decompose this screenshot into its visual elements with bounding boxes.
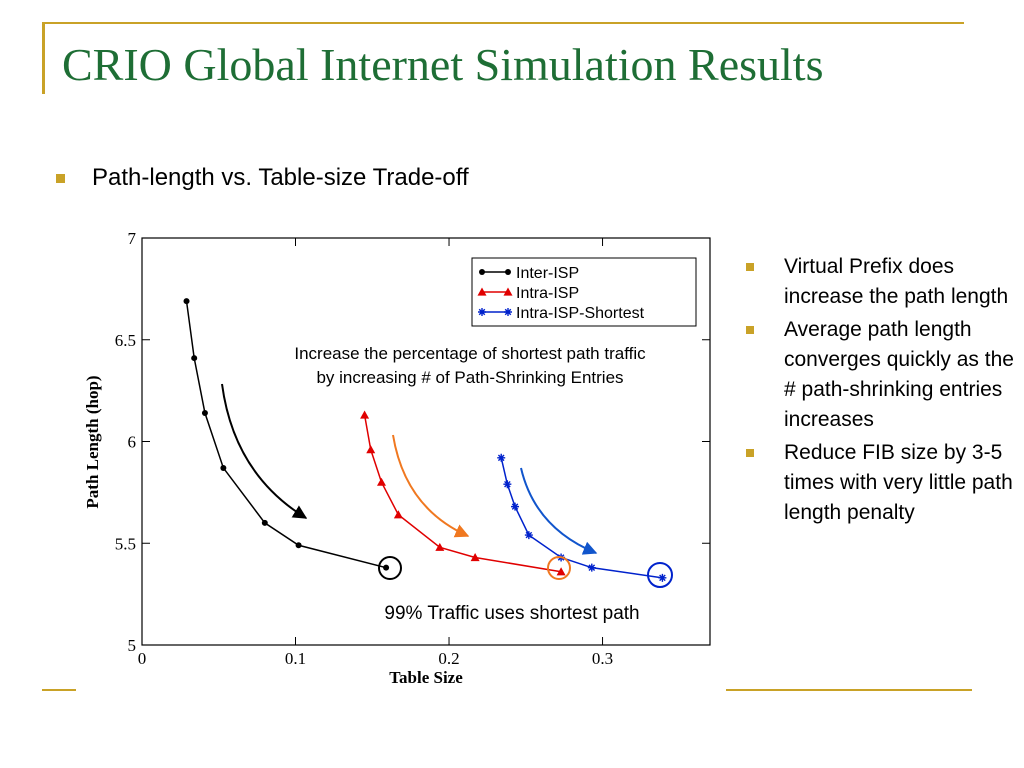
x-tick-label: 0.2 — [438, 649, 459, 668]
title-accent-vertical — [42, 22, 45, 94]
x-tick-label: 0 — [138, 649, 147, 668]
annotation-top-line2: by increasing # of Path-Shrinking Entrie… — [316, 368, 623, 387]
data-point-intra-isp-shortest — [497, 453, 506, 462]
y-tick-label: 6.5 — [115, 331, 136, 350]
data-point-intra-isp-shortest — [524, 531, 533, 540]
data-point-inter-isp — [191, 355, 198, 362]
chart-svg: 0 0.1 0.2 0.3 5 5.5 6 6.5 7 Table Size Path Leng… — [83, 229, 711, 687]
annotation-top-line1: Increase the percentage of shortest path… — [294, 344, 646, 363]
legend-label-intra-isp: Intra-ISP — [516, 285, 579, 302]
data-point-inter-isp — [183, 298, 190, 305]
series-line-inter-isp — [185, 300, 387, 569]
footer-line-right — [726, 689, 972, 691]
legend-marker-intra-isp-shortest — [504, 308, 512, 316]
side-bullet-text: Reduce FIB size by 3-5 times with very l… — [784, 441, 1013, 524]
title-accent-horizontal — [42, 22, 964, 24]
legend: Inter-ISP Intra-ISP Intra-ISP-Shortest — [471, 257, 697, 327]
main-bullet-marker — [56, 174, 65, 183]
y-tick-label: 6 — [128, 433, 137, 452]
side-bullet-text: Average path length converges quickly as… — [784, 318, 1014, 431]
trend-arrow-inter-isp — [221, 383, 308, 519]
trend-arrow-intra-isp — [392, 434, 470, 538]
data-point-intra-isp — [556, 567, 566, 576]
side-bullet-text: Virtual Prefix does increase the path le… — [784, 255, 1009, 308]
x-tick-label: 0.1 — [285, 649, 306, 668]
data-point-intra-isp-shortest — [658, 573, 667, 582]
y-tick-label: 7 — [128, 229, 137, 248]
x-axis-label: Table Size — [389, 668, 463, 687]
data-point-inter-isp — [220, 464, 227, 471]
data-point-inter-isp — [261, 519, 268, 526]
data-point-inter-isp — [295, 542, 302, 549]
legend-label-inter-isp: Inter-ISP — [516, 265, 579, 282]
data-point-intra-isp-shortest — [511, 502, 520, 511]
data-point-inter-isp — [201, 410, 208, 417]
data-point-intra-isp — [393, 510, 403, 519]
side-bullet-marker — [746, 449, 754, 457]
side-bullet-item: Virtual Prefix does increase the path le… — [744, 252, 1014, 312]
data-point-intra-isp — [360, 410, 370, 419]
side-bullet-marker — [746, 326, 754, 334]
x-tick-label: 0.3 — [592, 649, 613, 668]
data-point-intra-isp — [376, 477, 386, 486]
side-bullet-item: Average path length converges quickly as… — [744, 315, 1014, 435]
main-bullet-text: Path-length vs. Table-size Trade-off — [92, 164, 469, 191]
data-point-inter-isp — [383, 564, 390, 571]
data-point-intra-isp-shortest — [587, 563, 596, 572]
legend-label-intra-isp-shortest: Intra-ISP-Shortest — [516, 305, 645, 322]
slide-title: CRIO Global Internet Simulation Results — [62, 39, 824, 90]
data-point-intra-isp-shortest — [503, 480, 512, 489]
path-length-chart: 0 0.1 0.2 0.3 5 5.5 6 6.5 7 Table Size Path Leng… — [78, 222, 718, 692]
y-tick-label: 5.5 — [115, 534, 136, 553]
y-tick-label: 5 — [128, 636, 137, 655]
side-bullet-list: Virtual Prefix does increase the path le… — [744, 252, 1014, 531]
footer-line-left — [42, 689, 76, 691]
highlight-circle-intra-isp — [547, 556, 571, 580]
highlight-circle-inter-isp — [378, 556, 402, 580]
trend-arrow-intra-isp-shortest — [520, 467, 598, 555]
side-bullet-item: Reduce FIB size by 3-5 times with very l… — [744, 438, 1014, 528]
legend-marker-inter-isp — [505, 269, 511, 275]
y-axis-label: Path Length (hop) — [83, 375, 102, 508]
legend-marker-intra-isp-shortest — [478, 308, 486, 316]
series-line-intra-isp-shortest — [500, 457, 663, 579]
legend-marker-intra-isp — [477, 287, 487, 296]
side-bullet-marker — [746, 263, 754, 271]
highlight-circle-intra-isp-shortest — [647, 562, 673, 588]
data-point-intra-isp — [435, 542, 445, 551]
legend-marker-inter-isp — [479, 269, 485, 275]
data-point-intra-isp — [470, 552, 480, 562]
legend-marker-intra-isp — [503, 287, 513, 296]
data-point-intra-isp — [366, 445, 376, 454]
annotation-bottom: 99% Traffic uses shortest path — [384, 603, 639, 624]
